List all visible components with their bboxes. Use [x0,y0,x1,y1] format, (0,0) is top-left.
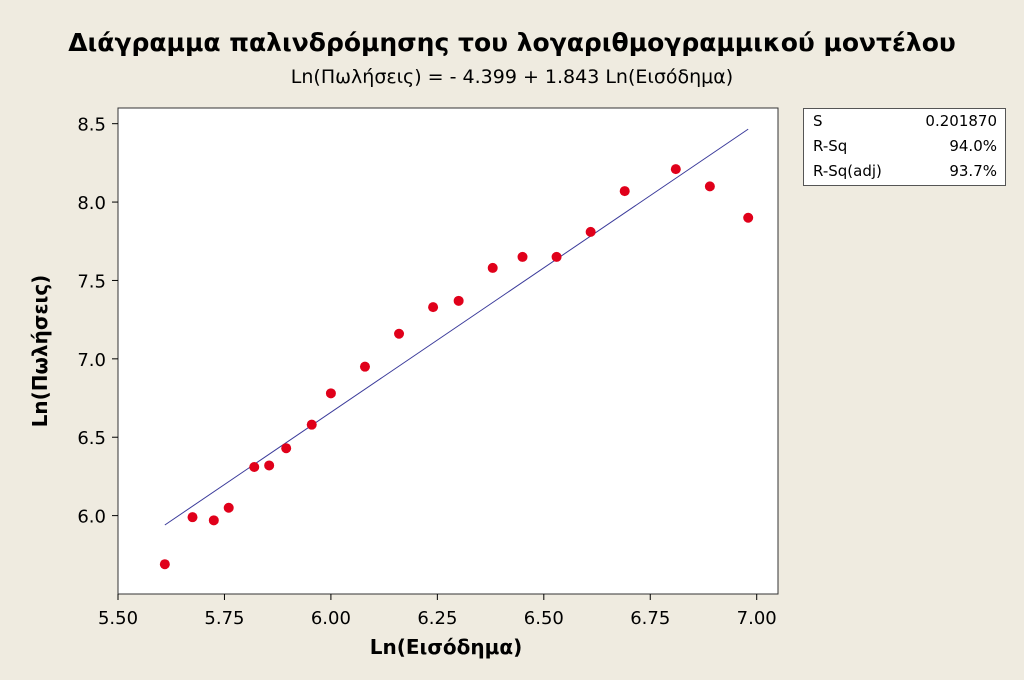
data-point [670,164,681,175]
y-tick-label: 8.5 [77,115,106,136]
data-point [487,262,498,273]
data-point [306,419,317,430]
data-point [453,295,464,306]
stat-label: S [813,112,823,130]
plot-area [117,107,779,595]
data-point [208,515,219,526]
data-point [159,559,170,570]
chart-title: Διάγραμμα παλινδρόμησης του λογαριθμογρα… [68,28,956,57]
data-point [325,388,336,399]
regression-line [164,128,749,526]
data-point [517,251,528,262]
x-axis-label: Ln(Εισόδημα) [370,635,522,659]
stat-row-rsq-adj: R-Sq(adj) 93.7% [804,159,1005,184]
data-point [743,212,754,223]
stats-box: S 0.201870 R-Sq 94.0% R-Sq(adj) 93.7% [803,108,1006,186]
x-tick-label: 6.75 [630,608,670,629]
data-point [223,502,234,513]
stat-value: 0.201870 [925,112,997,130]
data-point [187,512,198,523]
data-point [281,443,292,454]
regression-equation: Ln(Πωλήσεις) = - 4.399 + 1.843 Ln(Εισόδη… [290,66,734,88]
stat-row-rsq: R-Sq 94.0% [804,134,1005,159]
data-point [551,251,562,262]
stat-value: 93.7% [949,162,997,180]
y-tick-label: 6.5 [77,428,106,449]
y-tick-label: 6.0 [77,507,106,528]
data-point [428,302,439,313]
x-tick-label: 6.25 [417,608,457,629]
data-point [704,181,715,192]
x-tick-label: 7.00 [737,608,777,629]
data-point [394,328,405,339]
data-point [264,460,275,471]
data-point [619,186,630,197]
x-tick-label: 5.50 [98,608,138,629]
data-point [359,361,370,372]
data-point [585,226,596,237]
y-tick-label: 7.5 [77,271,106,292]
stat-row-s: S 0.201870 [804,109,1005,134]
y-tick-label: 7.0 [77,350,106,371]
y-tick-label: 8.0 [77,193,106,214]
stat-label: R-Sq(adj) [813,162,882,180]
x-tick-label: 5.75 [204,608,244,629]
y-axis-label: Ln(Πωλήσεις) [28,275,52,428]
data-point [249,462,260,473]
x-tick-label: 6.50 [524,608,564,629]
x-tick-label: 6.00 [311,608,351,629]
stat-value: 94.0% [949,137,997,155]
stat-label: R-Sq [813,137,848,155]
